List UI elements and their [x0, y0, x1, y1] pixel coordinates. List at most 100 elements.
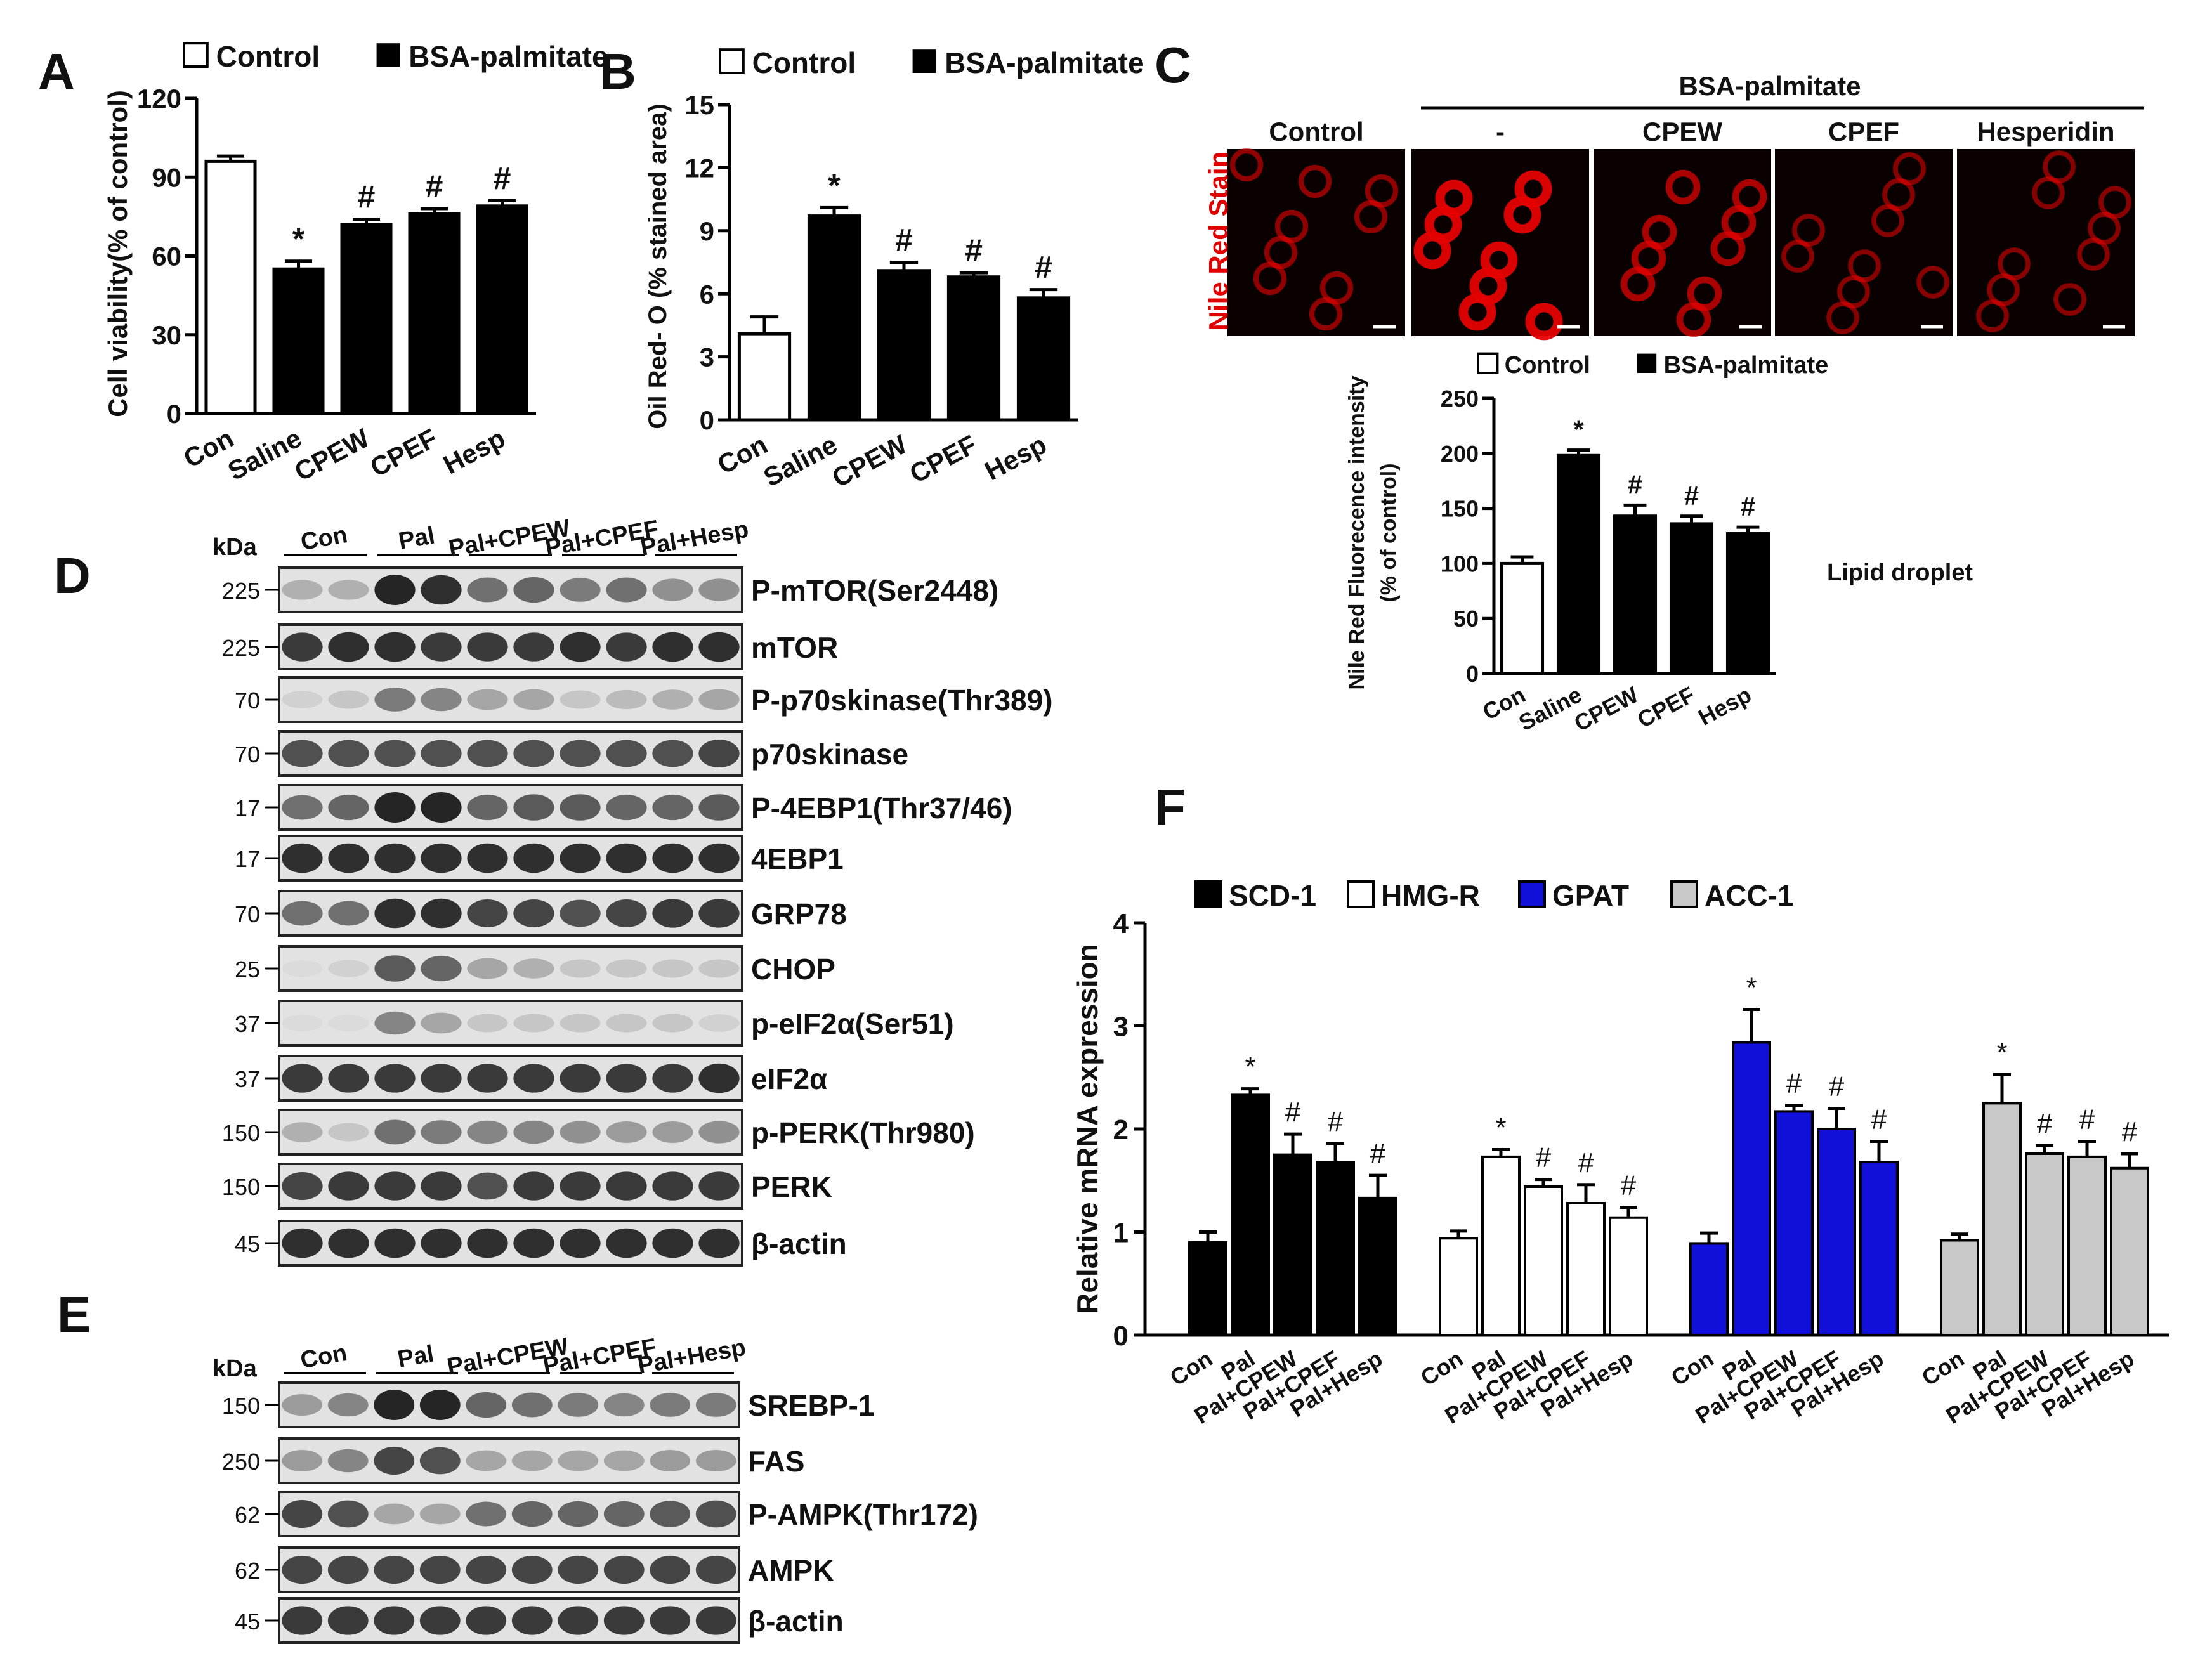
y-tick-label-A: 30 [152, 320, 181, 350]
bar-f-HMG-R [1566, 1202, 1606, 1336]
protein-label-d: p-eIF2α(Ser51) [751, 1007, 954, 1040]
x-tick-label-B: Saline [759, 429, 842, 493]
blot-band-d [328, 580, 369, 600]
blot-band-d [282, 901, 323, 926]
legend-control-swatch-a [183, 42, 209, 68]
mw-marker-d: 225 [222, 578, 260, 604]
blot-band-d [652, 843, 693, 873]
blot-band-d [328, 740, 369, 767]
micro-cell [1710, 231, 1746, 266]
x-tick-label-C: Saline [1514, 681, 1586, 736]
mw-marker-e: 45 [235, 1608, 260, 1634]
micro-cell [1298, 164, 1332, 199]
blot-band-d [421, 632, 462, 662]
bar-C [1725, 532, 1770, 675]
blot-band-d [282, 1064, 323, 1093]
x-tick-label-A: Hesp [438, 423, 510, 480]
blot-band-d [606, 843, 647, 873]
blot-band-d [467, 740, 508, 767]
blot-band-e [558, 1555, 599, 1584]
blot-band-d [606, 899, 647, 928]
x-tick-label-B: CPEF [905, 429, 981, 489]
mw-marker-d: 225 [222, 635, 260, 661]
blot-band-d [698, 1063, 740, 1093]
x-tick-label-f: Con [1917, 1345, 1968, 1391]
blot-band-e [650, 1555, 691, 1584]
blot-band-d [698, 739, 740, 768]
x-tick-label-f: Con [1165, 1345, 1217, 1391]
blot-band-d [652, 632, 693, 662]
protein-label-d: p70skinase [751, 738, 908, 771]
micro-cell [1525, 303, 1563, 341]
blot-band-d [282, 843, 323, 873]
y-tick-label-B: 6 [700, 279, 714, 309]
blot-band-d [282, 1014, 323, 1032]
significance-mark-f: # [2037, 1108, 2053, 1139]
blot-band-d [606, 577, 647, 603]
blot-band-d [421, 575, 462, 605]
blot-band-e [282, 1393, 323, 1416]
panel-letter-c: C [1155, 37, 1191, 93]
mw-marker-d: 150 [222, 1120, 260, 1146]
micro-cell [1826, 301, 1859, 334]
legend-swatch-f-SCD-1 [1194, 880, 1222, 908]
lane-group-label-d: Con [299, 521, 350, 556]
bar-f-ACC-1 [1940, 1239, 1979, 1336]
micro-cell [2053, 283, 2086, 316]
blot-band-e [466, 1392, 507, 1418]
bar-f-GPAT [1774, 1110, 1814, 1336]
protein-label-d: eIF2α [751, 1062, 827, 1095]
x-tick-label-A: CPEF [365, 423, 442, 483]
legend-treat-label-c: BSA-palmitate [1664, 352, 1829, 379]
blot-band-d [606, 1228, 647, 1258]
blot-band-e [419, 1503, 461, 1525]
blot-band-d [560, 1171, 601, 1201]
micro-column-label: Control [1269, 117, 1363, 147]
blot-band-d [467, 794, 508, 821]
bar-A [408, 212, 461, 415]
micro-cell [1620, 266, 1656, 302]
bar-C [1669, 522, 1714, 675]
y-tick-label-C: 250 [1441, 386, 1479, 412]
blot-band-d [652, 578, 693, 601]
micro-cell [1309, 297, 1343, 331]
mw-marker-e: 62 [235, 1502, 260, 1528]
blot-band-e [374, 1555, 415, 1584]
legend-control-label-b: Control [752, 46, 856, 79]
protein-label-d: GRP78 [751, 897, 847, 930]
significance-mark-B: # [895, 223, 913, 258]
micro-column-label: - [1496, 117, 1505, 147]
bar-B [807, 214, 861, 422]
blot-band-d [513, 843, 554, 873]
bar-A [476, 204, 528, 415]
x-tick-label-C: CPEF [1633, 681, 1699, 733]
micro-cell [1781, 240, 1814, 273]
blot-band-d [328, 901, 369, 926]
mw-marker-d: 17 [235, 846, 260, 872]
blot-band-d [606, 740, 647, 767]
y-tick-label-C: 50 [1453, 606, 1479, 632]
y-tick-label-C: 100 [1441, 551, 1479, 577]
y-tick-label-f: 4 [1113, 908, 1129, 939]
y-tick-label-C: 150 [1441, 496, 1479, 522]
blot-band-d [698, 689, 740, 710]
blot-band-d [698, 1014, 740, 1032]
micro-header: BSA-palmitate [1679, 71, 1861, 101]
blot-band-d [282, 632, 323, 662]
blot-band-d [467, 958, 508, 979]
legend-treat-swatch-b [912, 49, 936, 73]
micro-cell [2077, 238, 2110, 271]
legend-swatch-f-ACC-1 [1670, 880, 1698, 908]
blot-band-d [467, 899, 508, 928]
blot-band-d [282, 740, 323, 767]
blot-band-d [374, 740, 416, 767]
mw-marker-d: 150 [222, 1174, 260, 1200]
bar-f-SCD-1 [1188, 1241, 1227, 1336]
significance-mark-B: * [828, 167, 841, 203]
significance-mark-f: * [1996, 1037, 2007, 1068]
panel-letter-b: B [599, 43, 636, 100]
blot-band-e [603, 1393, 645, 1417]
blot-band-d [374, 1064, 416, 1093]
significance-mark-B: # [965, 233, 983, 268]
